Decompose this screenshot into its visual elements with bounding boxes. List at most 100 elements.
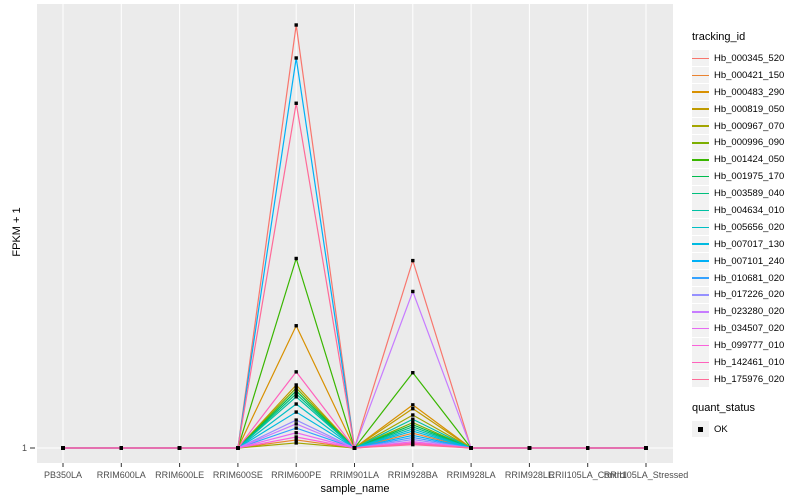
legend-entry: Hb_000421_150	[692, 67, 784, 84]
legend-entry: Hb_000967_070	[692, 118, 784, 135]
legend-key	[692, 151, 709, 168]
legend-key	[692, 286, 709, 303]
legend-entry: Hb_007101_240	[692, 253, 784, 270]
legend-key	[692, 303, 709, 320]
x-tick-label: RRIM901LA	[330, 470, 379, 480]
legend-label: Hb_017226_020	[714, 289, 785, 301]
data-point-marker	[411, 423, 415, 427]
legend-entry: Hb_001424_050	[692, 151, 784, 168]
legend-key	[692, 337, 709, 354]
data-point-marker	[236, 446, 240, 450]
legend-line-swatch	[692, 108, 709, 110]
data-point-marker	[411, 435, 415, 440]
legend-entry: Hb_000345_520	[692, 50, 784, 67]
x-tick-label: RRIM600SE	[213, 470, 263, 480]
legend-line-swatch	[692, 327, 709, 330]
legend-label: Hb_005656_020	[714, 221, 785, 233]
x-axis-title: sample_name	[320, 483, 390, 495]
data-point-marker	[411, 433, 415, 438]
legend-label: Hb_034507_020	[714, 323, 785, 335]
quant-legend-entry: OK	[692, 421, 755, 438]
data-point-marker	[411, 425, 415, 429]
tracking-legend-entries: Hb_000345_520 Hb_000421_150 Hb_000483_290 H…	[692, 50, 784, 388]
legend-label: Hb_099777_010	[714, 340, 785, 352]
legend-entry: Hb_000483_290	[692, 84, 784, 101]
legend-entry: Hb_001975_170	[692, 168, 784, 185]
legend-key	[692, 371, 709, 388]
legend-line-swatch	[692, 57, 709, 60]
data-point-marker	[294, 392, 298, 396]
legend-key	[692, 84, 709, 101]
data-point-marker	[527, 446, 532, 450]
data-point-marker	[119, 446, 123, 450]
legend-line-swatch	[692, 361, 709, 364]
data-point-marker	[294, 23, 298, 27]
legend-key	[692, 67, 709, 84]
legend-line-swatch	[692, 125, 709, 127]
data-point-marker	[294, 422, 298, 426]
data-point-marker	[294, 389, 298, 393]
legend-key	[692, 421, 709, 438]
data-point-marker	[294, 402, 298, 406]
legend-line-swatch	[692, 260, 709, 262]
data-point-marker	[294, 383, 298, 387]
legend-line-swatch	[692, 192, 709, 195]
legend-entry: Hb_000996_090	[692, 134, 784, 151]
legend-label: Hb_001424_050	[714, 154, 785, 166]
data-point-marker	[294, 441, 298, 445]
legend-line-swatch	[692, 344, 709, 347]
legend-key	[692, 236, 709, 253]
legend-line-swatch	[692, 175, 709, 178]
legend-line-swatch	[692, 243, 709, 245]
data-point-marker	[294, 418, 298, 422]
legend-entry: Hb_005656_020	[692, 219, 784, 236]
legend-entry: Hb_007017_130	[692, 236, 784, 253]
legend-key	[692, 219, 709, 236]
legend-entry: Hb_034507_020	[692, 320, 784, 337]
data-point-marker	[411, 431, 415, 435]
legend-key	[692, 320, 709, 337]
quant-status-legend: quant_status OK	[692, 402, 755, 438]
legend-key	[692, 50, 709, 67]
legend-line-swatch	[692, 209, 709, 212]
data-point-marker	[644, 446, 648, 450]
data-point-marker	[411, 371, 415, 375]
legend-entry: Hb_142461_010	[692, 354, 784, 371]
legend-line-swatch	[692, 311, 709, 313]
legend-label: Hb_010681_020	[714, 272, 785, 284]
data-point-marker	[294, 324, 298, 328]
y-axis-title: FPKM + 1	[11, 207, 23, 257]
legend-label: Hb_000421_150	[714, 69, 785, 81]
legend-label: Hb_007101_240	[714, 255, 785, 267]
legend-entry: Hb_010681_020	[692, 270, 784, 287]
legend-line-swatch	[692, 159, 709, 161]
x-tick-label: RRIM928BA	[388, 470, 438, 480]
data-point-marker	[411, 413, 415, 417]
data-point-marker	[411, 420, 415, 425]
x-tick-label: RRIM928LE	[505, 470, 554, 480]
legend-key	[692, 101, 709, 118]
legend-key	[692, 354, 709, 371]
data-point-marker	[411, 406, 415, 411]
x-tick-label: RRIM600LE	[155, 470, 204, 480]
legend-line-swatch	[692, 378, 709, 381]
legend-label: Hb_000967_070	[714, 120, 785, 132]
data-point-marker	[411, 417, 415, 421]
legend-line-swatch	[692, 142, 709, 144]
data-point-marker	[352, 446, 357, 450]
legend-line-swatch	[692, 91, 709, 93]
data-point-marker	[411, 427, 415, 431]
data-point-marker	[294, 431, 298, 435]
legend-label: Hb_000345_520	[714, 52, 785, 64]
data-point-marker	[294, 256, 298, 261]
data-point-marker	[411, 442, 415, 447]
legend-label: Hb_007017_130	[714, 238, 785, 250]
legend-label: Hb_000996_090	[714, 137, 785, 149]
legend-key	[692, 270, 709, 287]
legend-key	[692, 118, 709, 134]
data-point-marker	[586, 446, 590, 450]
data-point-marker	[411, 258, 415, 263]
square-marker-icon	[698, 427, 703, 432]
